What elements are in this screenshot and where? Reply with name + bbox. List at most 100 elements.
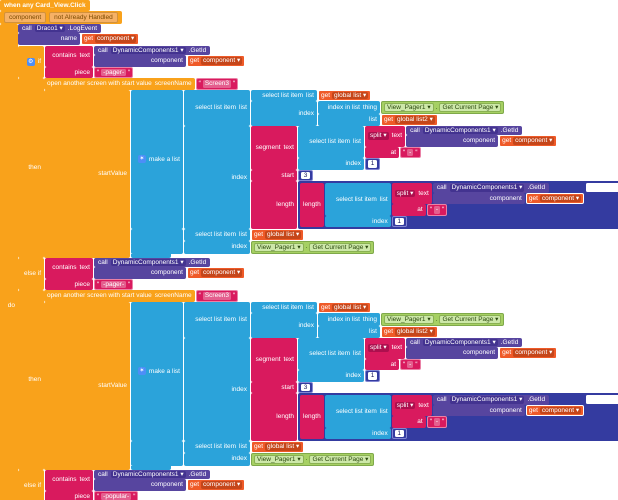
- number-block[interactable]: 3: [298, 169, 313, 181]
- component-dropdown[interactable]: component ▾: [513, 349, 555, 357]
- call-dynamiccomponents1-getid-block[interactable]: call DynamicComponents1 ▾ .GetId component g…: [94, 257, 246, 279]
- call-draco1-logevent-block[interactable]: call Draco1 ▾ .LogEvent name get component ▾: [18, 23, 140, 45]
- view-pager1-dropdown[interactable]: View_Pager1 ▾: [384, 103, 434, 112]
- number-block[interactable]: 1: [391, 215, 407, 227]
- mutator-icon[interactable]: ✶: [137, 155, 146, 164]
- get-current-page-dropdown[interactable]: Get Current Page ▾: [309, 242, 372, 252]
- empty-socket[interactable]: [586, 183, 618, 192]
- draco1-dropdown[interactable]: Draco1 ▾: [34, 24, 65, 32]
- param-component[interactable]: component: [4, 12, 47, 23]
- contains-text-block[interactable]: contains text call DynamicComponents1 ▾ .Get…: [45, 469, 246, 500]
- if-elseif-block[interactable]: ⚙ if contains text call DynamicComponents1 ▾.…: [18, 45, 618, 500]
- text-string-separator[interactable]: “- “: [400, 358, 421, 370]
- component-dropdown[interactable]: component ▾: [201, 269, 243, 277]
- text-field[interactable]: -: [407, 360, 414, 368]
- select-list-item-block[interactable]: select list item list split ▾ text call Dynam…: [324, 395, 585, 439]
- view-pager1-dropdown[interactable]: View_Pager1 ▾: [254, 242, 304, 252]
- call-dynamiccomponents1-getid-block[interactable]: call DynamicComponents1 ▾ .GetId component g…: [406, 125, 558, 147]
- dynamiccomponents1-dropdown[interactable]: DynamicComponents1 ▾: [110, 470, 186, 478]
- select-list-item-block[interactable]: select list item list select list item list…: [184, 89, 618, 229]
- split-dropdown[interactable]: split ▾: [368, 344, 389, 352]
- text-string-pager[interactable]: “-pager- “: [94, 278, 134, 290]
- segment-text-block[interactable]: segment text select list item list split ▾ te…: [251, 337, 618, 441]
- dynamiccomponents1-dropdown[interactable]: DynamicComponents1 ▾: [449, 184, 525, 192]
- call-dynamiccomponents1-getid-block[interactable]: call DynamicComponents1 ▾ .GetId component g…: [406, 337, 558, 359]
- call-dynamiccomponents1-getid-block[interactable]: call DynamicComponents1 ▾ .GetId component g…: [94, 45, 246, 67]
- get-component-block[interactable]: get component ▾: [187, 55, 246, 67]
- get-component-block[interactable]: get component ▾: [499, 347, 558, 359]
- component-dropdown[interactable]: component ▾: [201, 57, 243, 65]
- component-dropdown[interactable]: component ▾: [513, 137, 555, 145]
- get-component-block[interactable]: get component ▾: [525, 192, 585, 204]
- make-a-list-block[interactable]: ✶ make a list select list item list select l…: [131, 301, 618, 470]
- call-dynamiccomponents1-getid-block[interactable]: call DynamicComponents1 ▾ .GetId component g…: [432, 395, 585, 416]
- get-global-list2-block[interactable]: get global list2 ▾: [381, 114, 438, 126]
- dynamiccomponents1-dropdown[interactable]: DynamicComponents1 ▾: [422, 126, 498, 134]
- select-list-item-block[interactable]: select list item list get global list ▾ inde…: [184, 441, 375, 466]
- component-dropdown[interactable]: component ▾: [539, 406, 582, 414]
- call-dynamiccomponents1-getid-block[interactable]: call DynamicComponents1 ▾ .GetId component g…: [94, 469, 246, 491]
- length-block[interactable]: length select list item list split ▾ text cal…: [300, 183, 585, 227]
- text-field[interactable]: Screen3: [202, 292, 232, 300]
- text-field[interactable]: -: [433, 206, 441, 214]
- select-list-item-block[interactable]: select list item list split ▾ text call Dynam…: [324, 183, 585, 227]
- text-string-screen3[interactable]: “Screen3 “: [195, 78, 239, 90]
- global-list-dropdown[interactable]: global list ▾: [332, 91, 369, 99]
- dynamiccomponents1-dropdown[interactable]: DynamicComponents1 ▾: [110, 46, 186, 54]
- split-text-block[interactable]: split ▾ text call DynamicComponents1 ▾ .GetI…: [391, 395, 585, 428]
- get-component-block[interactable]: get component ▾: [499, 135, 558, 147]
- view-pager1-dropdown[interactable]: View_Pager1 ▾: [254, 454, 304, 464]
- view-pager1-get-current-page-block[interactable]: View_Pager1 ▾. Get Current Page ▾: [251, 240, 375, 254]
- get-current-page-dropdown[interactable]: Get Current Page ▾: [439, 103, 502, 112]
- split-dropdown[interactable]: split ▾: [368, 132, 389, 140]
- split-text-block[interactable]: split ▾ text call DynamicComponents1 ▾ .GetI…: [365, 337, 558, 370]
- view-pager1-dropdown[interactable]: View_Pager1 ▾: [384, 315, 434, 324]
- empty-socket[interactable]: [586, 395, 618, 404]
- open-another-screen-block[interactable]: open another screen with start value scre…: [44, 290, 618, 470]
- get-current-page-dropdown[interactable]: Get Current Page ▾: [439, 315, 502, 324]
- get-global-list-block[interactable]: get global list ▾: [318, 89, 372, 101]
- gear-icon[interactable]: ⚙: [26, 57, 35, 66]
- number-block[interactable]: 1: [365, 158, 380, 170]
- text-string-screen3[interactable]: “Screen3 “: [195, 290, 239, 302]
- segment-text-block[interactable]: segment text select list item list split ▾ te…: [251, 125, 618, 229]
- split-text-block[interactable]: split ▾ text call DynamicComponents1 ▾ .GetI…: [365, 125, 558, 158]
- dynamiccomponents1-dropdown[interactable]: DynamicComponents1 ▾: [422, 338, 498, 346]
- split-dropdown[interactable]: split ▾: [394, 401, 416, 410]
- text-field[interactable]: Screen3: [202, 80, 232, 88]
- select-list-item-block[interactable]: select list item list get global list ▾ inde…: [251, 89, 505, 126]
- select-list-item-block[interactable]: select list item list get global list ▾ inde…: [184, 229, 375, 254]
- global-list2-dropdown[interactable]: global list2 ▾: [395, 116, 435, 124]
- get-component-block[interactable]: get component ▾: [525, 404, 585, 416]
- split-dropdown[interactable]: split ▾: [394, 189, 416, 198]
- open-another-screen-block[interactable]: open another screen with start value scre…: [44, 78, 618, 258]
- get-component-block[interactable]: get component ▾: [187, 267, 246, 279]
- get-component-block[interactable]: get component ▾: [81, 33, 140, 45]
- component-dropdown[interactable]: component ▾: [201, 481, 243, 489]
- contains-text-block[interactable]: contains text call DynamicComponents1 ▾ .Get…: [45, 257, 246, 290]
- get-global-list-block[interactable]: get global list ▾: [251, 441, 305, 453]
- get-global-list-block[interactable]: get global list ▾: [251, 229, 305, 241]
- split-text-block[interactable]: split ▾ text call DynamicComponents1 ▾ .GetI…: [391, 183, 585, 216]
- text-string-separator[interactable]: “- “: [400, 146, 421, 158]
- param-not-already-handled[interactable]: not Already Handled: [49, 12, 118, 23]
- component-dropdown[interactable]: component ▾: [95, 35, 137, 43]
- component-dropdown[interactable]: component ▾: [539, 194, 582, 202]
- select-list-item-block[interactable]: select list item list get global list ▾ inde…: [251, 301, 505, 338]
- get-current-page-dropdown[interactable]: Get Current Page ▾: [309, 454, 372, 464]
- global-list2-dropdown[interactable]: global list2 ▾: [395, 328, 435, 336]
- value-field[interactable]: 1: [368, 372, 377, 380]
- global-list-dropdown[interactable]: global list ▾: [332, 303, 369, 311]
- number-block[interactable]: 1: [365, 370, 380, 382]
- global-list-dropdown[interactable]: global list ▾: [265, 443, 302, 451]
- text-string-pager[interactable]: “-pager- “: [94, 66, 134, 78]
- number-block[interactable]: 3: [298, 381, 313, 393]
- make-a-list-block[interactable]: ✶ make a list select list item list select l…: [131, 89, 618, 258]
- subtraction-block[interactable]: length select list item list split ▾ text cal…: [298, 393, 618, 441]
- select-list-item-block[interactable]: select list item list select list item list…: [184, 301, 618, 441]
- select-list-item-block[interactable]: select list item list split ▾ text call Dynam…: [298, 337, 558, 382]
- get-global-list-block[interactable]: get global list ▾: [318, 301, 372, 313]
- dynamiccomponents1-dropdown[interactable]: DynamicComponents1 ▾: [449, 396, 525, 404]
- value-field[interactable]: 1: [394, 217, 404, 225]
